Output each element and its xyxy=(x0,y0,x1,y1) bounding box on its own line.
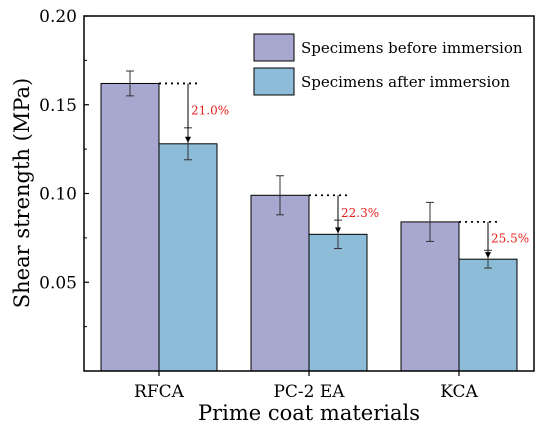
x-axis-title: Prime coat materials xyxy=(198,401,420,425)
x-tick-label-1: PC-2 EA xyxy=(273,382,345,402)
x-axis: RFCA PC-2 EA KCA xyxy=(134,371,478,402)
legend: Specimens before immersion Specimens afte… xyxy=(253,33,523,96)
reduction-arrowhead-2 xyxy=(485,252,491,259)
error-bars-layer xyxy=(126,70,492,269)
y-tick-label-2: 0.15 xyxy=(39,96,77,116)
legend-swatch-0 xyxy=(253,33,295,62)
reduction-arrowhead-0 xyxy=(185,136,191,143)
legend-label-0: Specimens before immersion xyxy=(301,39,523,57)
reduction-arrowhead-1 xyxy=(335,227,341,234)
bar-after-2 xyxy=(458,258,518,372)
y-axis: 0.05 0.10 0.15 0.20 xyxy=(39,7,89,328)
legend-swatch-1 xyxy=(253,67,295,96)
y-tick-label-0: 0.05 xyxy=(39,273,77,293)
y-tick-label-3: 0.20 xyxy=(39,7,77,27)
legend-label-1: Specimens after immersion xyxy=(301,73,510,91)
x-tick-label-2: KCA xyxy=(440,382,478,402)
reduction-label-1: 22.3% xyxy=(341,206,379,220)
bar-before-1 xyxy=(250,194,310,372)
y-tick-label-1: 0.10 xyxy=(39,185,77,205)
annotations-layer: 21.0% 22.3% 25.5% xyxy=(159,82,529,259)
bar-before-0 xyxy=(100,82,160,372)
y-axis-title: Shear strength (MPa) xyxy=(10,78,34,308)
bar-before-2 xyxy=(400,221,460,372)
reduction-label-0: 21.0% xyxy=(191,104,229,118)
reduction-label-2: 25.5% xyxy=(491,232,529,246)
x-tick-label-0: RFCA xyxy=(134,382,185,402)
bar-after-0 xyxy=(158,143,218,372)
bars-layer xyxy=(100,82,518,372)
bar-after-1 xyxy=(308,233,368,372)
